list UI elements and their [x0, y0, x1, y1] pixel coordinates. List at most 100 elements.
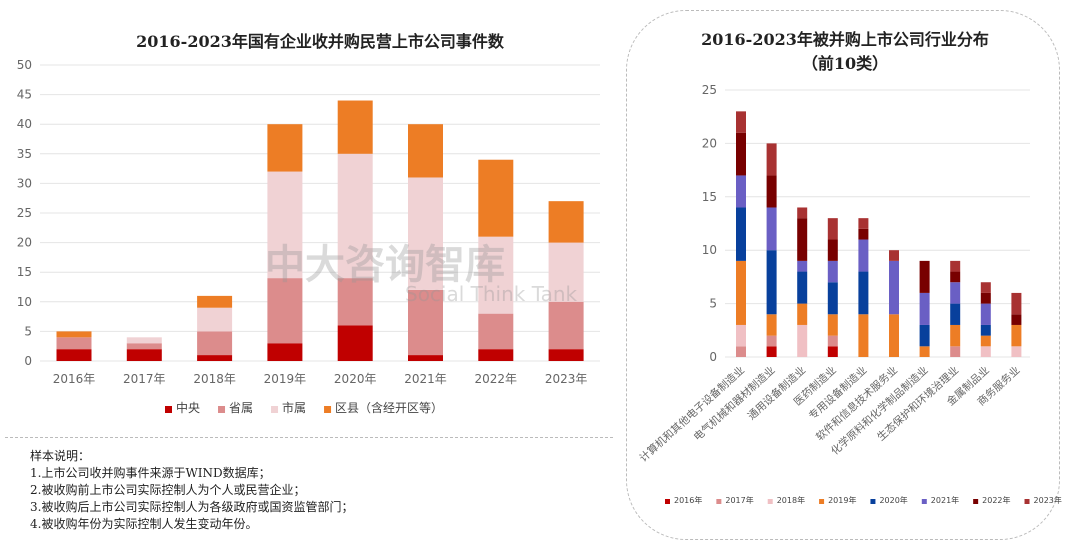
- x-tick-label: 2022年: [475, 372, 518, 386]
- bar-segment: [950, 282, 961, 304]
- y-tick-label: 20: [702, 136, 717, 150]
- bar-segment: [126, 337, 162, 344]
- bar-segment: [858, 314, 869, 357]
- bar-segment: [797, 271, 808, 304]
- bar-segment: [858, 271, 869, 315]
- bar-segment: [337, 278, 373, 326]
- note-item: 4.被收购年份为实际控制人发生变动年份。: [30, 517, 258, 531]
- bar-segment: [827, 282, 838, 315]
- bar-segment: [766, 143, 777, 176]
- legend-swatch: [819, 499, 825, 504]
- bar-segment: [919, 292, 930, 325]
- legend-swatch: [271, 406, 279, 413]
- bar-segment: [827, 335, 838, 347]
- bar-segment: [889, 260, 899, 315]
- right-chart-subtitle: （前10类）: [801, 54, 889, 73]
- legend-label: 2021年: [931, 495, 959, 505]
- legend-swatch: [165, 406, 172, 413]
- bar-segment: [889, 314, 899, 357]
- x-tick-label: 2020年: [334, 372, 377, 386]
- legend-swatch: [921, 499, 927, 504]
- y-tick-label: 15: [17, 265, 32, 279]
- y-tick-label: 45: [17, 88, 32, 102]
- legend-label: 2022年: [982, 495, 1010, 505]
- divider: [5, 437, 613, 438]
- legend-label: 2018年: [777, 495, 805, 505]
- bar-segment: [408, 355, 443, 361]
- bar-segment: [950, 346, 961, 357]
- left-chart-title: 2016-2023年国有企业收并购民营上市公司事件数: [136, 32, 504, 51]
- x-tick-label: 2017年: [123, 372, 166, 386]
- bar-segment: [827, 346, 838, 357]
- bar-segment: [736, 175, 746, 208]
- bar-segment: [766, 207, 777, 251]
- bar-segment: [980, 346, 991, 357]
- bar-segment: [267, 124, 303, 172]
- x-tick-label: 2021年: [404, 372, 447, 386]
- bar-segment: [766, 335, 777, 347]
- legend-swatch: [1024, 499, 1030, 504]
- y-tick-label: 0: [709, 350, 717, 364]
- note-item: 1.上市公司收并购事件来源于WIND数据库；: [30, 466, 271, 480]
- bar-segment: [980, 303, 991, 325]
- bar-segment: [950, 324, 961, 347]
- bar-segment: [736, 132, 746, 176]
- bar-segment: [797, 218, 808, 261]
- bar-segment: [478, 159, 514, 237]
- bar-segment: [766, 314, 777, 336]
- bar-segment: [736, 260, 746, 325]
- bar-segment: [56, 349, 92, 361]
- legend-label: 省属: [229, 401, 253, 415]
- bar-segment: [980, 324, 991, 336]
- legend-swatch: [870, 499, 876, 504]
- note-item: 3.被收购后上市公司实际控制人为各级政府或国资监管部门；: [30, 500, 354, 514]
- bar-segment: [980, 282, 991, 293]
- y-tick-label: 0: [24, 354, 32, 368]
- bar-segment: [919, 346, 930, 357]
- legend-swatch: [324, 406, 332, 413]
- legend-label: 市属: [282, 400, 306, 415]
- y-tick-label: 25: [17, 206, 32, 220]
- bar-segment: [980, 335, 991, 347]
- y-tick-label: 15: [702, 190, 717, 204]
- y-tick-label: 10: [702, 243, 717, 257]
- bar-segment: [1011, 314, 1022, 325]
- bar-segment: [548, 242, 584, 302]
- bar-segment: [548, 349, 584, 361]
- bar-segment: [478, 236, 514, 314]
- bar-segment: [827, 239, 838, 261]
- x-tick-label: 2023年: [545, 372, 588, 386]
- bar-segment: [267, 171, 303, 279]
- y-tick-label: 40: [17, 117, 32, 131]
- bar-segment: [736, 324, 746, 347]
- legend-label: 2023年: [1034, 495, 1062, 505]
- legend-label: 区县（含经开区等）: [335, 400, 443, 415]
- bar-segment: [408, 177, 443, 290]
- y-tick-label: 35: [17, 147, 32, 161]
- x-tick-label: 2018年: [193, 372, 236, 386]
- bar-segment: [980, 292, 991, 304]
- bar-segment: [548, 301, 584, 350]
- bar-segment: [736, 346, 746, 357]
- bar-segment: [548, 201, 584, 243]
- bar-segment: [797, 260, 808, 272]
- bar-segment: [797, 324, 808, 357]
- y-tick-label: 5: [24, 324, 32, 338]
- bar-segment: [858, 228, 869, 240]
- legend-label: 2016年: [674, 495, 702, 505]
- bar-segment: [797, 207, 808, 219]
- bar-segment: [197, 295, 233, 308]
- legend-swatch: [767, 499, 773, 504]
- bar-segment: [827, 260, 838, 283]
- bar-segment: [267, 343, 303, 361]
- bar-segment: [766, 175, 777, 208]
- bar-segment: [919, 324, 930, 347]
- legend-label: 2019年: [828, 495, 856, 505]
- bar-segment: [766, 346, 777, 357]
- bar-segment: [889, 250, 899, 261]
- bar-segment: [56, 331, 92, 338]
- bar-segment: [408, 289, 443, 356]
- y-tick-label: 20: [17, 236, 32, 250]
- y-tick-label: 50: [17, 58, 32, 72]
